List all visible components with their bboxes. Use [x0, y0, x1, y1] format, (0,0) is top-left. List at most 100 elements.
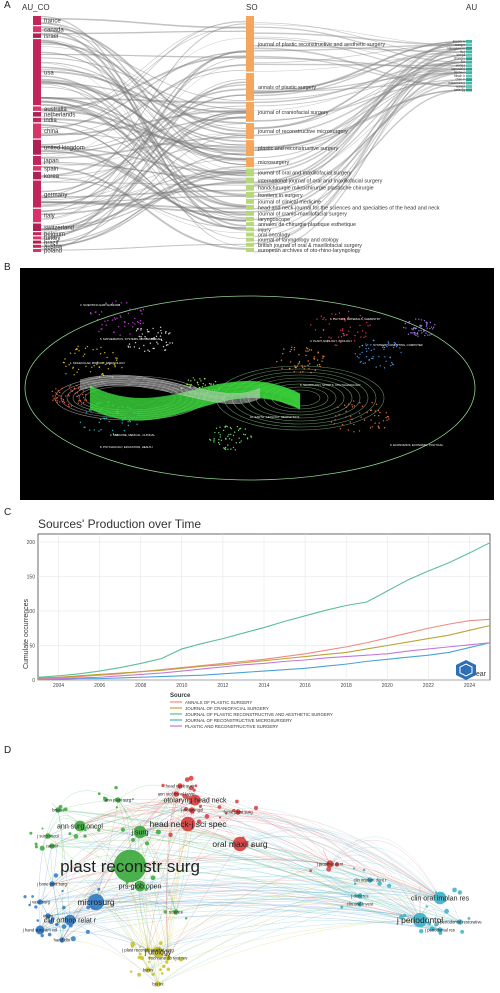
country-node — [33, 236, 41, 239]
map-point — [310, 324, 311, 325]
map-point — [318, 352, 319, 353]
map-point — [307, 360, 308, 361]
map-point — [238, 430, 239, 431]
map-point — [301, 365, 302, 366]
header-au-co: AU_CO — [22, 3, 50, 12]
map-point — [100, 353, 101, 354]
network-minor-node — [254, 806, 258, 810]
map-point — [418, 318, 419, 319]
source-label: european archives of oto-rhino-laryngolo… — [258, 248, 361, 254]
map-point — [294, 371, 295, 372]
source-label: journal of craniofacial surgery — [257, 110, 329, 116]
map-point — [126, 302, 127, 303]
map-point — [315, 329, 316, 330]
map-point — [83, 390, 84, 391]
author-node — [466, 54, 472, 57]
map-point — [104, 352, 105, 353]
map-point — [386, 420, 387, 421]
map-point — [426, 322, 427, 323]
map-point — [215, 381, 216, 382]
y-axis-label: Cumulate occurrences — [23, 598, 30, 669]
x-tick-label: 2022 — [423, 683, 434, 689]
network-node-label: j bone joint surg — [36, 881, 67, 886]
map-point — [71, 405, 72, 406]
map-point — [371, 358, 372, 359]
x-tick-label: 2008 — [135, 683, 146, 689]
legend-title: Source — [170, 693, 191, 699]
map-point — [370, 410, 371, 411]
network-minor-node — [387, 884, 391, 888]
network-minor-node — [235, 800, 239, 804]
map-point — [61, 388, 62, 389]
map-point — [338, 336, 339, 337]
country-node — [33, 249, 41, 252]
map-point — [127, 421, 128, 422]
map-point — [142, 323, 143, 324]
map-point — [134, 318, 135, 319]
map-point — [342, 330, 343, 331]
map-point — [306, 347, 307, 348]
map-point — [109, 421, 110, 422]
map-point — [113, 331, 114, 332]
map-point — [313, 358, 314, 359]
chart-title: Sources' Production over Time — [38, 517, 201, 531]
map-point — [302, 367, 303, 368]
map-point — [144, 351, 145, 352]
map-point — [360, 417, 361, 418]
map-point — [128, 323, 129, 324]
country-node — [33, 156, 41, 165]
source-node — [246, 248, 254, 252]
y-tick-label: 0 — [32, 678, 35, 684]
network-minor-node — [218, 805, 222, 809]
map-point — [52, 395, 53, 396]
map-point — [99, 314, 100, 315]
map-point — [224, 426, 225, 427]
map-point — [68, 394, 69, 395]
map-point — [321, 360, 322, 361]
map-point — [58, 390, 59, 391]
map-point — [218, 432, 219, 433]
source-node — [246, 222, 254, 226]
network-minor-node — [353, 867, 355, 869]
map-point — [101, 324, 102, 325]
cluster-label: 8. PSYCHOLOGY, EDUCATION, HEALTH — [100, 445, 153, 449]
map-point — [362, 330, 363, 331]
map-point — [90, 312, 91, 313]
map-point — [384, 367, 385, 368]
network-minor-node — [40, 846, 45, 851]
map-point — [378, 415, 379, 416]
map-point — [385, 417, 386, 418]
map-point — [338, 414, 339, 415]
source-node — [246, 217, 254, 221]
map-point — [366, 356, 367, 357]
map-point — [366, 351, 367, 352]
map-point — [112, 352, 113, 353]
map-point — [387, 416, 388, 417]
country-node — [33, 140, 41, 155]
map-point — [230, 434, 231, 435]
map-point — [57, 397, 58, 398]
source-label: plastic and reconstructive surgery — [258, 146, 339, 152]
map-point — [414, 334, 415, 335]
map-point — [85, 394, 86, 395]
map-point — [393, 364, 394, 365]
source-node — [246, 199, 254, 204]
network-minor-node — [139, 953, 142, 956]
map-point — [343, 335, 344, 336]
map-point — [233, 447, 234, 448]
network-minor-node — [97, 888, 100, 891]
map-point — [149, 351, 150, 352]
map-point — [414, 327, 415, 328]
map-point — [366, 322, 367, 323]
country-node — [33, 172, 41, 180]
map-point — [143, 345, 144, 346]
map-point — [360, 362, 361, 363]
x-tick-label: 2014 — [258, 683, 269, 689]
map-point — [129, 343, 130, 344]
map-point — [430, 322, 431, 323]
map-point — [405, 327, 406, 328]
network-minor-node — [309, 869, 312, 872]
network-minor-node — [31, 895, 34, 898]
network-minor-node — [35, 845, 38, 848]
network-node-label: otolaryng head neck — [163, 797, 227, 804]
